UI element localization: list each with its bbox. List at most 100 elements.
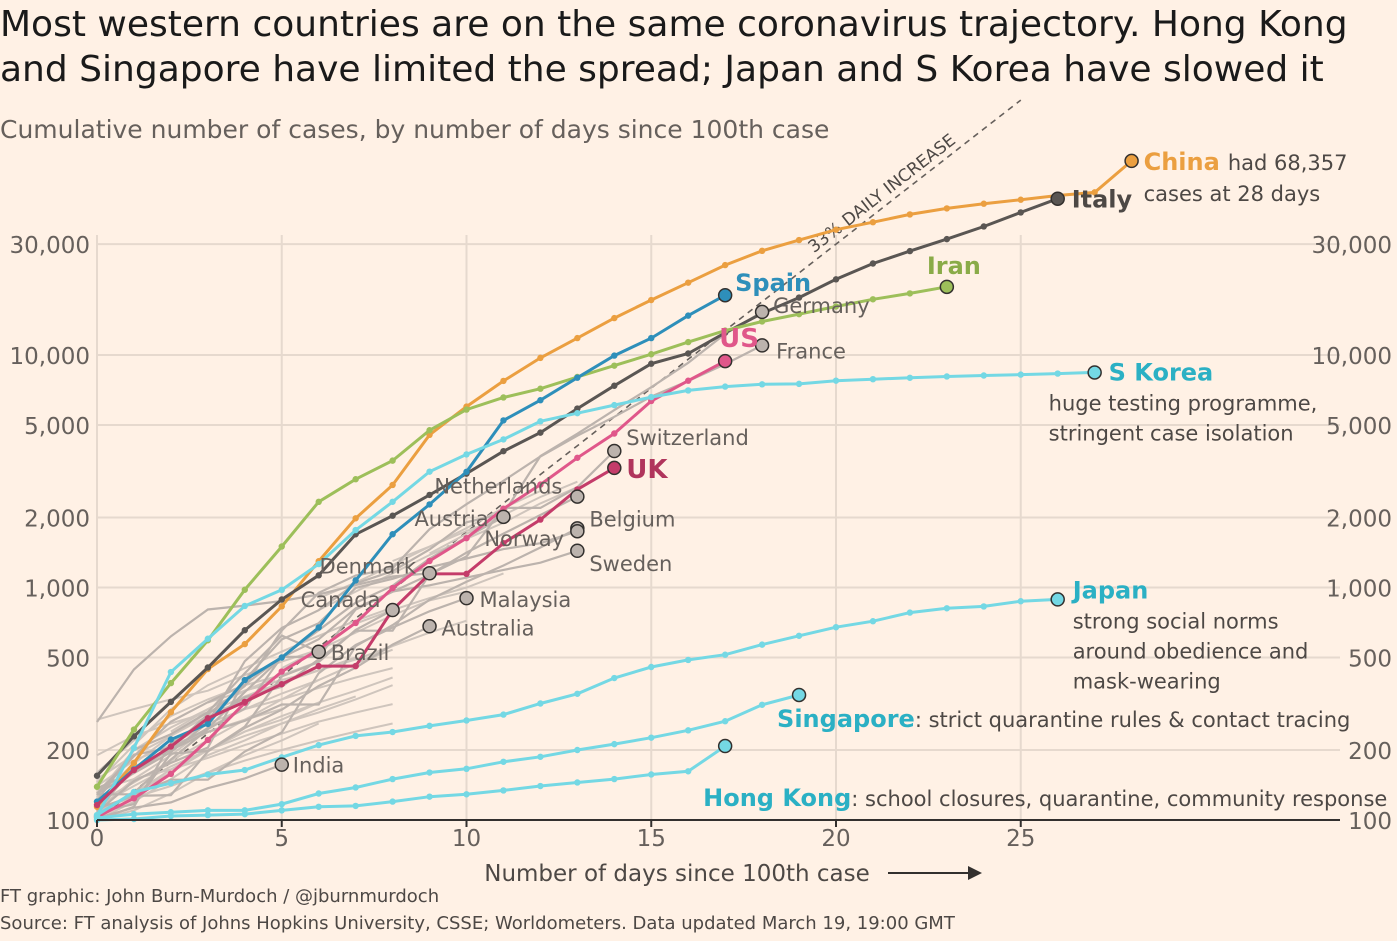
y-tick-label-left: 100 — [46, 809, 90, 835]
data-point-italy — [795, 294, 803, 301]
data-point-s-korea — [1017, 371, 1024, 378]
data-point-singapore — [426, 769, 433, 776]
data-point-hong-kong — [278, 807, 285, 814]
data-point-japan — [463, 717, 470, 724]
data-point-hong-kong — [537, 782, 544, 790]
data-point-spain — [574, 374, 581, 381]
data-point-spain — [685, 312, 692, 319]
series-label-us: US — [719, 324, 759, 354]
data-point-china — [500, 377, 507, 385]
end-marker-germany — [754, 304, 770, 320]
data-point-us — [389, 584, 396, 592]
data-point-iran — [352, 476, 359, 483]
end-marker-canada — [385, 602, 400, 618]
series-labels-layer: China had 68,357 cases at 28 days Italy Iran… — [293, 148, 1388, 812]
data-point-china — [611, 314, 618, 322]
series-line-belgium — [96, 527, 578, 813]
data-point-iran — [278, 543, 285, 550]
data-point-china — [130, 759, 138, 767]
data-point-japan — [426, 722, 433, 730]
data-point-iran — [130, 726, 138, 733]
data-point-iran — [721, 327, 729, 334]
series-label-uk: UK — [626, 455, 668, 485]
data-point-italy — [241, 627, 248, 634]
series-label-india: India — [293, 754, 345, 778]
series-label-australia: Australia — [442, 616, 535, 640]
reference-line-33pct — [96, 99, 1022, 821]
end-marker-iran — [939, 279, 955, 295]
data-point-japan — [906, 609, 914, 616]
series-label-italy: Italy — [1072, 186, 1133, 214]
series-layer — [93, 157, 1135, 824]
y-tick-label-right: 500 — [1348, 646, 1392, 672]
data-point-uk — [315, 662, 322, 670]
y-tick-label-left: 5,000 — [24, 414, 90, 440]
data-point-uk — [241, 698, 248, 706]
data-point-singapore — [278, 800, 285, 808]
data-point-iran — [426, 427, 433, 434]
data-point-singapore — [389, 775, 396, 783]
data-point-s-korea — [315, 560, 322, 568]
y-tick-label-left: 30,000 — [10, 233, 90, 259]
data-point-s-korea — [241, 602, 248, 610]
data-point-china — [906, 211, 914, 218]
data-point-iran — [795, 310, 803, 318]
data-point-china — [1017, 196, 1024, 203]
data-point-china — [537, 354, 544, 362]
y-tick-label-left: 10,000 — [10, 344, 90, 370]
data-point-iran — [463, 406, 470, 413]
data-point-italy — [648, 360, 655, 367]
end-marker-us — [717, 353, 733, 369]
series-line-denmark — [96, 572, 430, 723]
data-point-uk — [500, 539, 507, 547]
y-tick-label-left: 2,000 — [24, 507, 90, 533]
data-point-japan — [795, 632, 803, 639]
background-series-line — [96, 648, 320, 721]
series-note-china: cases at 28 days — [1144, 182, 1321, 206]
data-point-hong-kong — [352, 802, 359, 810]
data-point-japan — [648, 663, 655, 671]
data-point-hong-kong — [389, 798, 396, 805]
data-point-us — [611, 430, 618, 437]
data-point-italy — [426, 491, 433, 499]
data-point-s-korea — [130, 744, 138, 752]
series-line-s-korea — [95, 370, 1095, 817]
y-tick-label-right: 2,000 — [1326, 507, 1392, 533]
end-marker-netherlands — [570, 489, 585, 504]
data-point-hong-kong — [500, 787, 507, 794]
data-point-s-korea — [611, 401, 618, 409]
x-tick-label: 0 — [90, 826, 105, 852]
end-marker-china — [1124, 153, 1139, 169]
end-marker-switzerland — [607, 443, 622, 459]
series-label-malaysia: Malaysia — [480, 588, 572, 612]
x-tick-label: 25 — [1006, 826, 1035, 852]
series-line-spain — [96, 293, 726, 803]
data-point-uk — [352, 662, 359, 670]
data-point-hong-kong — [685, 768, 692, 775]
y-tick-label-right: 100 — [1348, 809, 1392, 835]
data-point-china — [574, 334, 581, 342]
series-label-switzerland: Switzerland — [626, 426, 749, 450]
data-point-hong-kong — [130, 815, 138, 823]
data-point-italy — [500, 447, 507, 455]
data-point-spain — [278, 654, 285, 661]
data-point-china — [352, 515, 359, 522]
data-point-hong-kong — [648, 771, 655, 778]
series-label-hong-kong: Hong Kong: school closures, quarantine, … — [703, 784, 1387, 812]
data-point-japan — [167, 779, 175, 787]
data-point-italy — [980, 223, 987, 230]
data-point-s-korea — [943, 373, 951, 380]
y-tick-label-right: 30,000 — [1312, 233, 1392, 259]
data-point-japan — [537, 700, 544, 707]
y-tick-label-right: 10,000 — [1312, 344, 1392, 370]
data-point-s-korea — [463, 451, 470, 458]
data-point-hong-kong — [574, 779, 581, 786]
x-tick-label: 20 — [821, 826, 850, 852]
data-point-spain — [463, 468, 470, 475]
data-point-uk — [167, 743, 175, 750]
data-point-china — [685, 279, 692, 286]
data-point-s-korea — [906, 374, 914, 381]
data-point-s-korea — [426, 468, 433, 475]
y-tick-label-left: 1,000 — [24, 577, 90, 603]
